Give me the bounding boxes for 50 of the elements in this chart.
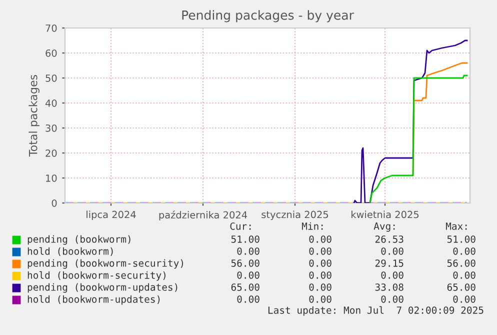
text: 0.00 — [453, 247, 476, 255]
x-tick-label: lipca 2024 — [86, 210, 136, 220]
text: Avg: — [374, 222, 395, 232]
x-tick-label: kwietnia 2025 — [352, 210, 419, 218]
text: 26.53 — [375, 235, 404, 243]
y-tick-label: 50 — [46, 74, 57, 82]
text: 0.00 — [237, 247, 260, 255]
text: 56.00 — [231, 259, 260, 267]
text: 0.00 — [453, 271, 476, 279]
text: 65.00 — [231, 283, 260, 291]
text: 0.00 — [381, 271, 404, 279]
y-tick-label: 60 — [46, 49, 57, 57]
text: 65.00 — [447, 283, 476, 291]
text: 29.15 — [375, 259, 404, 267]
text: 51.00 — [447, 235, 476, 243]
text: Cur: — [230, 222, 251, 230]
text: 0.00 — [453, 295, 476, 303]
text: 33.08 — [375, 283, 404, 291]
x-tick-label: października 2024 — [159, 210, 248, 220]
text: 51.00 — [231, 235, 260, 243]
y-tick-label: 30 — [46, 124, 57, 132]
legend-label: pending (bookworm-updates) — [28, 283, 178, 293]
chart-title: Pending packages - by year — [182, 10, 354, 22]
text: 0.00 — [309, 235, 332, 243]
text: 0.00 — [237, 271, 260, 279]
text: 0.00 — [309, 247, 332, 255]
y-axis-title: Total packages — [28, 74, 40, 157]
x-tick-label: stycznia 2025 — [262, 210, 328, 220]
text: 0.00 — [309, 259, 332, 267]
legend-label: pending (bookworm-security) — [28, 259, 184, 269]
text: 0.00 — [237, 295, 260, 303]
legend-label: hold (bookworm) — [28, 247, 113, 256]
text: 0.00 — [309, 295, 332, 303]
y-tick-label: 10 — [46, 174, 57, 182]
y-tick-label: 20 — [46, 149, 57, 157]
line-series — [369, 74, 468, 203]
legend-label: pending (bookworm) — [28, 235, 130, 245]
text: Min: — [302, 222, 323, 230]
text: 0.00 — [381, 247, 404, 255]
text: 0.00 — [381, 295, 404, 303]
text: 0.00 — [309, 271, 332, 279]
text: 0.00 — [309, 283, 332, 291]
legend-label: hold (bookworm-security) — [28, 271, 166, 281]
y-tick-label: 40 — [45, 99, 57, 107]
text: Max: — [446, 222, 467, 230]
y-tick-label: 70 — [46, 24, 57, 32]
text: 56.00 — [447, 259, 476, 267]
text: Last update: Mon Jul 7 02:00:09 2025 — [268, 306, 484, 316]
y-tick-label: 0 — [52, 199, 57, 207]
legend-label: hold (bookworm-updates) — [28, 295, 160, 305]
